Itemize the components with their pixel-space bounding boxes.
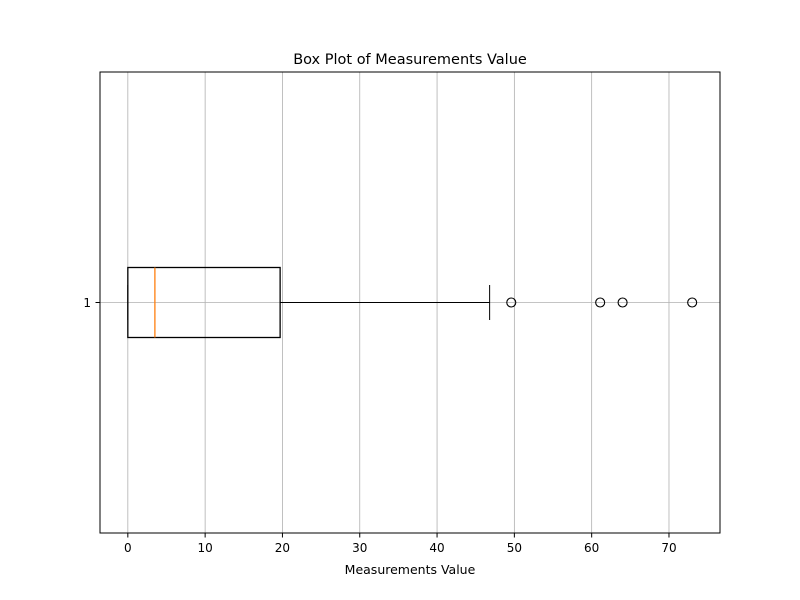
x-tick-label: 30 <box>352 541 367 555</box>
x-tick-label: 10 <box>197 541 212 555</box>
x-axis-label: Measurements Value <box>345 562 476 577</box>
outlier-point <box>506 297 517 308</box>
x-tick-label: 70 <box>661 541 676 555</box>
outlier-point <box>617 297 628 308</box>
x-tick-label: 40 <box>429 541 444 555</box>
x-axis-ticks: 0 10 20 30 40 50 60 70 <box>124 533 677 555</box>
y-tick-label: 1 <box>83 296 91 310</box>
x-tick-label: 20 <box>275 541 290 555</box>
outlier-point <box>595 297 606 308</box>
iqr-box <box>127 266 281 339</box>
y-axis-ticks: 1 <box>83 296 100 310</box>
x-tick-label: 0 <box>124 541 132 555</box>
chart-title: Box Plot of Measurements Value <box>293 52 527 68</box>
x-tick-label: 60 <box>584 541 599 555</box>
outlier-point <box>687 297 698 308</box>
x-tick-label: 50 <box>507 541 522 555</box>
box-series <box>127 266 698 339</box>
